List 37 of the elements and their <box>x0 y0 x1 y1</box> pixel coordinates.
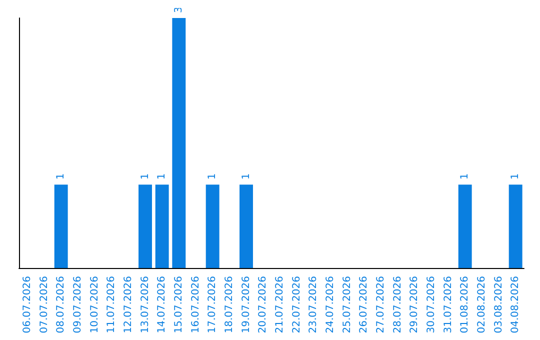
x-tick-label: 18.07.2026 <box>224 276 235 334</box>
x-tick-label: 16.07.2026 <box>190 276 202 334</box>
data-label: 1 <box>240 173 252 180</box>
x-tick-label: 22.07.2026 <box>291 276 302 334</box>
x-tick-label: 24.07.2026 <box>324 276 336 334</box>
data-label: 1 <box>56 173 67 180</box>
x-tick-label: 10.07.2026 <box>89 276 100 334</box>
x-tick-label: 31.07.2026 <box>442 276 454 334</box>
data-label: 1 <box>510 173 522 180</box>
x-tick-label: 14.07.2026 <box>156 276 168 334</box>
x-tick-label: 26.07.2026 <box>358 276 370 334</box>
data-label: 1 <box>156 173 168 180</box>
data-label: 1 <box>207 173 218 180</box>
x-tick-label: 17.07.2026 <box>207 276 218 334</box>
x-tick-label: 21.07.2026 <box>274 276 286 334</box>
x-tick-label: 06.07.2026 <box>22 276 33 334</box>
x-tick-label: 08.07.2026 <box>56 276 67 334</box>
x-tick-label: 20.07.2026 <box>258 276 269 334</box>
x-tick-label: 29.07.2026 <box>409 276 420 334</box>
x-tick-label: 03.08.2026 <box>493 276 504 334</box>
x-tick-label: 12.07.2026 <box>122 276 134 334</box>
x-tick-label: 09.07.2026 <box>72 276 84 334</box>
data-label: 1 <box>140 173 151 180</box>
x-tick-label: 07.07.2026 <box>38 276 50 334</box>
x-tick-label: 23.07.2026 <box>308 276 320 334</box>
x-tick-label: 27.07.2026 <box>375 276 386 334</box>
x-tick-label: 30.07.2026 <box>426 276 437 334</box>
x-tick-label: 11.07.2026 <box>106 276 118 334</box>
x-tick-label: 28.07.2026 <box>392 276 404 334</box>
x-tick-label: 04.08.2026 <box>510 276 522 334</box>
x-tick-label: 01.08.2026 <box>460 276 471 334</box>
x-tick-label: 15.07.2026 <box>173 276 184 334</box>
x-tick-label: 19.07.2026 <box>240 276 252 334</box>
x-tick-label: 13.07.2026 <box>140 276 151 334</box>
x-tick-label: 02.08.2026 <box>476 276 488 334</box>
data-label: 1 <box>460 173 471 180</box>
x-tick-label: 25.07.2026 <box>342 276 353 334</box>
